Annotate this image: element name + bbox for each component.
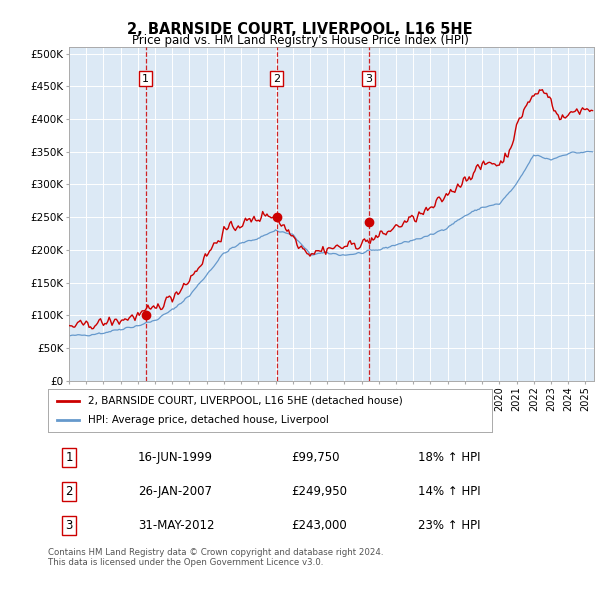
Text: 14% ↑ HPI: 14% ↑ HPI <box>418 485 480 498</box>
Text: 3: 3 <box>365 74 372 84</box>
Text: 2: 2 <box>65 485 73 498</box>
Text: 3: 3 <box>65 519 73 532</box>
Text: 16-JUN-1999: 16-JUN-1999 <box>138 451 213 464</box>
Text: This data is licensed under the Open Government Licence v3.0.: This data is licensed under the Open Gov… <box>48 558 323 567</box>
Text: 31-MAY-2012: 31-MAY-2012 <box>138 519 214 532</box>
Text: 2: 2 <box>273 74 280 84</box>
Text: 1: 1 <box>142 74 149 84</box>
Text: HPI: Average price, detached house, Liverpool: HPI: Average price, detached house, Live… <box>88 415 329 425</box>
Text: Price paid vs. HM Land Registry's House Price Index (HPI): Price paid vs. HM Land Registry's House … <box>131 34 469 47</box>
Text: 18% ↑ HPI: 18% ↑ HPI <box>418 451 480 464</box>
Text: £249,950: £249,950 <box>291 485 347 498</box>
Text: £243,000: £243,000 <box>291 519 347 532</box>
Text: 2, BARNSIDE COURT, LIVERPOOL, L16 5HE (detached house): 2, BARNSIDE COURT, LIVERPOOL, L16 5HE (d… <box>88 396 403 406</box>
Text: Contains HM Land Registry data © Crown copyright and database right 2024.: Contains HM Land Registry data © Crown c… <box>48 548 383 556</box>
Text: 23% ↑ HPI: 23% ↑ HPI <box>418 519 480 532</box>
Text: £99,750: £99,750 <box>291 451 340 464</box>
Text: 1: 1 <box>65 451 73 464</box>
Text: 26-JAN-2007: 26-JAN-2007 <box>138 485 212 498</box>
Text: 2, BARNSIDE COURT, LIVERPOOL, L16 5HE: 2, BARNSIDE COURT, LIVERPOOL, L16 5HE <box>127 22 473 37</box>
